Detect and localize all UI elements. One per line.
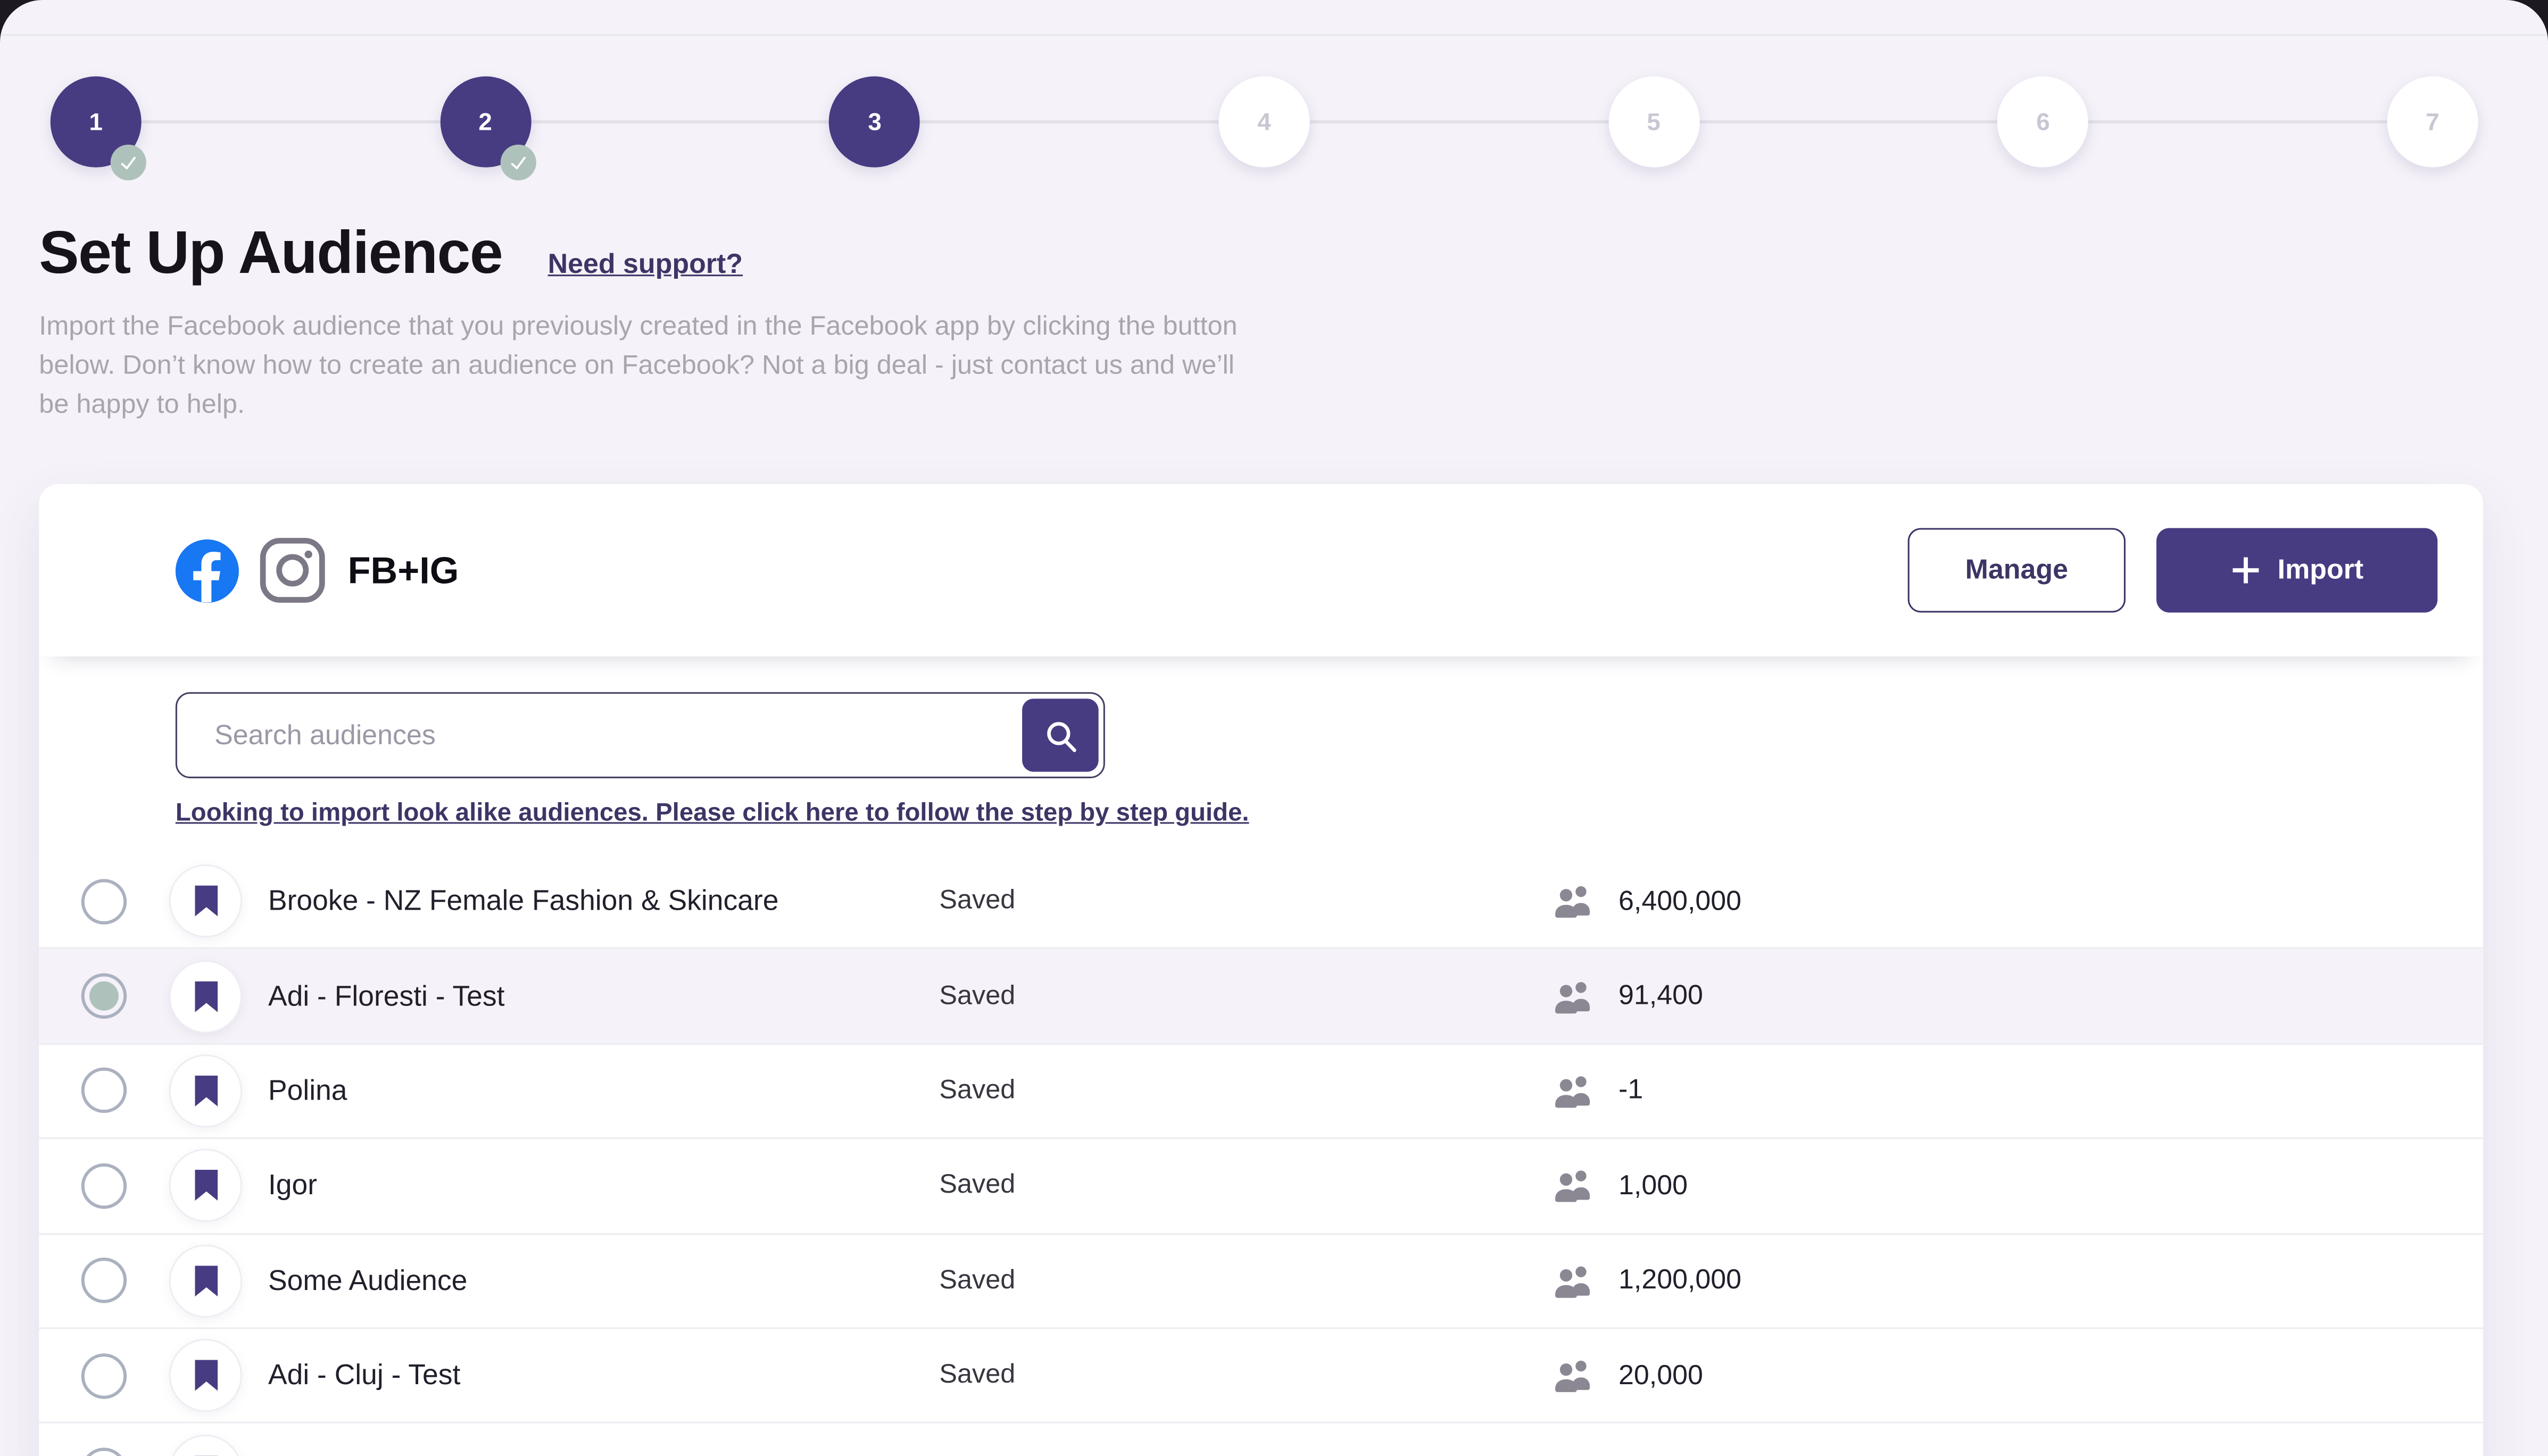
need-support-link[interactable]: Need support? [547, 248, 743, 280]
audience-size: 91,400 [1619, 979, 1703, 1011]
plus-icon [2232, 557, 2259, 584]
radio-dot [89, 981, 119, 1011]
audience-size: 20,000 [1619, 1359, 1703, 1391]
bookmark-icon [194, 1265, 217, 1296]
radio-button[interactable] [81, 1163, 127, 1209]
step-number: 6 [2036, 108, 2050, 136]
audience-row[interactable]: Some Audience Saved 1,200,000 [39, 1234, 2483, 1329]
people-icon [1555, 1076, 1590, 1108]
audience-row[interactable]: Polina Saved -1 [39, 1044, 2483, 1139]
bookmark-badge [170, 866, 241, 936]
audience-import-card: FB+IG Manage Import [39, 484, 2483, 1456]
audience-status: Saved [939, 1170, 1016, 1200]
audience-size: 1,200,000 [1619, 1264, 1742, 1296]
bookmark-badge [170, 1341, 241, 1411]
people-icon [1555, 1266, 1590, 1297]
stepper-step-6[interactable]: 6 [1997, 76, 2089, 168]
people-icon [1555, 886, 1590, 918]
page-title: Set Up Audience [39, 219, 503, 286]
bookmark-badge [170, 1056, 241, 1126]
radio-button[interactable] [81, 1258, 127, 1304]
audience-name: Polina [268, 1074, 347, 1106]
facebook-icon [175, 538, 239, 602]
audience-name: Igor [268, 1169, 318, 1202]
search-box [175, 692, 1105, 778]
people-icon [1555, 1171, 1590, 1203]
source-label: FB+IG [347, 548, 459, 591]
audience-status: Saved [939, 1360, 1016, 1390]
audience-row[interactable]: Igor Saved 1,000 [39, 1139, 2483, 1234]
instagram-icon [260, 538, 325, 603]
audience-name: Some Audience [268, 1263, 468, 1296]
step-number: 4 [1257, 108, 1271, 136]
bookmark-badge [170, 1151, 241, 1221]
audience-list: Brooke - NZ Female Fashion & Skincare Sa… [39, 854, 2483, 1456]
bookmark-badge [170, 961, 241, 1031]
import-button[interactable]: Import [2156, 528, 2438, 613]
audience-name: Brooke - NZ Female Fashion & Skincare [268, 884, 779, 917]
stepper-step-2[interactable]: 2 [439, 76, 536, 181]
bookmark-icon [194, 980, 217, 1012]
stepper-step-4[interactable]: 4 [1218, 76, 1310, 168]
step-number: 1 [89, 108, 103, 136]
audience-status: Saved [939, 886, 1016, 916]
audience-status: Saved [939, 1075, 1016, 1105]
people-icon [1555, 981, 1590, 1013]
lookalike-guide-link[interactable]: Looking to import look alike audiences. … [175, 799, 1249, 827]
bookmark-icon [194, 1360, 217, 1391]
audience-name: Adi - Cluj - Test [268, 1358, 461, 1391]
search-input[interactable] [177, 694, 1103, 777]
audience-row[interactable]: Adi - Floresti - Test Saved 91,400 [39, 949, 2483, 1045]
bookmark-icon [194, 886, 217, 917]
search-icon [1046, 721, 1076, 752]
radio-button[interactable] [81, 1447, 127, 1456]
audience-size: 6,400,000 [1619, 885, 1742, 916]
audience-row[interactable]: Brooke - NZ Female Fashion & Skincare Sa… [39, 854, 2483, 950]
stepper-step-1[interactable]: 1 [50, 76, 146, 181]
manage-button-label: Manage [1965, 554, 2068, 585]
bookmark-badge [170, 1435, 241, 1456]
card-header: FB+IG Manage Import [39, 484, 2483, 656]
step-check-icon [110, 144, 146, 181]
radio-button[interactable] [81, 973, 127, 1019]
stepper-step-7[interactable]: 7 [2387, 76, 2478, 168]
audience-size: -1 [1619, 1075, 1644, 1106]
audience-status: Saved [939, 980, 1016, 1010]
stepper-step-3[interactable]: 3 [829, 76, 920, 168]
people-icon [1555, 1361, 1590, 1393]
radio-button[interactable] [81, 1068, 127, 1114]
stepper-step-5[interactable]: 5 [1608, 76, 1699, 168]
step-number: 7 [2426, 108, 2439, 136]
audience-row[interactable]: Adi - Cluj - Test Saved 20,000 [39, 1329, 2483, 1424]
radio-button[interactable] [81, 878, 127, 924]
audience-status: Saved [939, 1265, 1016, 1295]
bookmark-icon [194, 1170, 217, 1202]
page-description: Import the Facebook audience that you pr… [39, 312, 1238, 419]
step-number: 3 [868, 108, 882, 136]
audience-size: 1,000 [1619, 1169, 1688, 1201]
audience-row-partial[interactable] [39, 1424, 2483, 1456]
bookmark-badge [170, 1245, 241, 1316]
audience-name: Adi - Floresti - Test [268, 979, 505, 1012]
step-check-icon [500, 144, 536, 181]
bookmark-icon [194, 1075, 217, 1106]
radio-button[interactable] [81, 1353, 127, 1399]
search-button[interactable] [1022, 698, 1099, 772]
wizard-stepper: 1 2 3 4 5 6 7 [0, 76, 2548, 181]
step-number: 5 [1647, 108, 1661, 136]
step-number: 2 [478, 108, 492, 136]
manage-button[interactable]: Manage [1907, 528, 2126, 613]
top-divider [0, 34, 2548, 36]
import-button-label: Import [2277, 554, 2364, 585]
